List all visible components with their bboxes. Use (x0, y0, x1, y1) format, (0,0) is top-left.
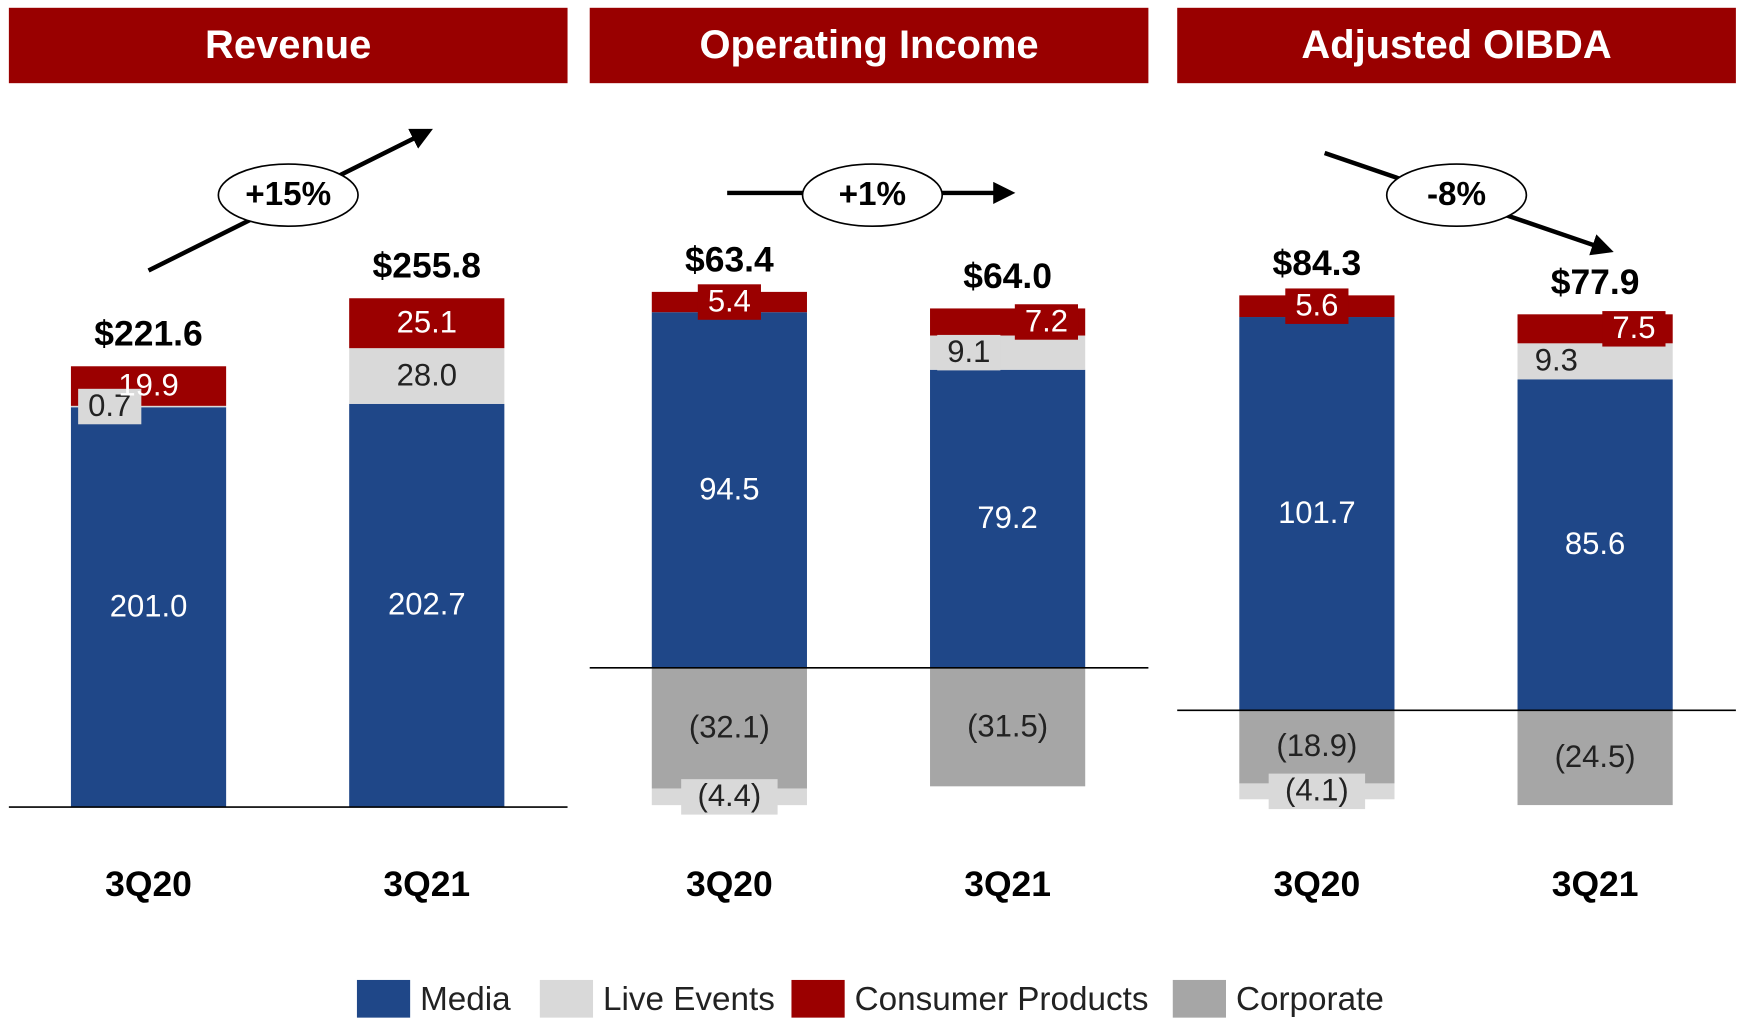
value-label: (4.4) (697, 778, 761, 813)
x-tick-label: 3Q20 (105, 864, 192, 904)
bar-segment (349, 403, 505, 808)
bar-segment (930, 369, 1086, 668)
header-band (8, 7, 568, 84)
value-label: 202.7 (388, 587, 466, 622)
value-label: 5.6 (1295, 288, 1338, 323)
annotation-bubble (217, 163, 359, 228)
legend-swatch (791, 979, 845, 1018)
annotation: +15% (245, 176, 331, 213)
x-tick-label: 3Q20 (1273, 864, 1360, 904)
total-label: $63.4 (685, 239, 774, 279)
annotation: -8% (1427, 176, 1486, 213)
label-box (1014, 304, 1079, 340)
value-label: 28.0 (397, 357, 457, 392)
value-label: 7.5 (1612, 310, 1655, 345)
bar-segment (651, 312, 807, 668)
bar-segment (1239, 710, 1395, 784)
total-label: $77.9 (1551, 262, 1640, 302)
label-box (1285, 288, 1349, 324)
label-box (697, 284, 761, 320)
bar-segment (1517, 710, 1673, 806)
label-box (1268, 773, 1366, 810)
value-label: (4.1) (1285, 773, 1349, 808)
value-label: 5.4 (708, 283, 751, 318)
value-label: (31.5) (967, 708, 1048, 743)
bar-segment (349, 348, 505, 404)
total-label: $255.8 (373, 246, 481, 286)
bar-segment (651, 667, 807, 789)
label-box (1602, 311, 1666, 347)
value-label: 94.5 (699, 471, 759, 506)
x-tick-label: 3Q21 (964, 864, 1051, 904)
bar-segment (70, 405, 227, 408)
value-label: 85.6 (1565, 526, 1625, 561)
legend-label: Media (420, 981, 511, 1018)
value-label: 201.0 (110, 588, 188, 623)
chart-title: Revenue (205, 23, 371, 67)
value-label: 19.9 (118, 367, 178, 402)
legend-swatch (539, 979, 594, 1018)
x-tick-label: 3Q20 (686, 864, 773, 904)
legend-label: Consumer Products (855, 981, 1149, 1018)
value-label: 79.2 (977, 500, 1037, 535)
value-label: (24.5) (1555, 739, 1636, 774)
annotation: +1% (839, 176, 906, 213)
value-label: (32.1) (689, 710, 770, 745)
bar-segment (70, 407, 227, 808)
value-label: 9.3 (1535, 343, 1578, 378)
header-band (1177, 7, 1736, 84)
value-label: 25.1 (397, 305, 457, 340)
value-label: 101.7 (1278, 495, 1356, 530)
annotation-bubble (1385, 163, 1528, 228)
value-label: 9.1 (947, 334, 990, 369)
chart-title: Operating Income (699, 23, 1038, 67)
total-label: $64.0 (963, 256, 1052, 296)
label-box (78, 388, 142, 425)
legend-label: Corporate (1236, 981, 1384, 1018)
bar-segment (1239, 317, 1395, 711)
bar-segment (1517, 379, 1673, 711)
bar-segment (930, 667, 1086, 787)
bar-segment (349, 298, 505, 349)
value-label: 0.7 (88, 388, 131, 423)
total-label: $221.6 (94, 314, 202, 354)
value-label: 7.2 (1025, 303, 1068, 338)
annotation-bubble (801, 163, 944, 228)
legend-label: Live Events (603, 981, 775, 1018)
label-box (937, 334, 1001, 371)
header-band (589, 7, 1149, 84)
x-tick-label: 3Q21 (383, 864, 470, 904)
chart-title: Adjusted OIBDA (1301, 23, 1611, 67)
value-label: (18.9) (1276, 728, 1357, 763)
legend-swatch (356, 979, 411, 1018)
label-box (1524, 343, 1588, 380)
legend-swatch (1172, 979, 1226, 1018)
label-box (681, 779, 778, 815)
x-tick-label: 3Q21 (1552, 864, 1639, 904)
total-label: $84.3 (1273, 243, 1362, 283)
